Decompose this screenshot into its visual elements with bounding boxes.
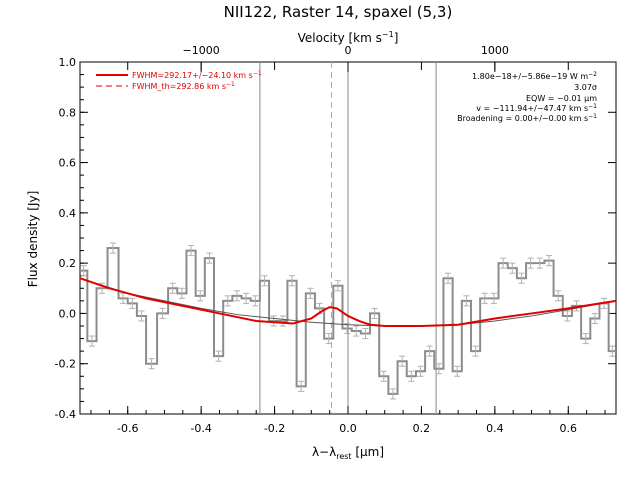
top-axis-label: Velocity [km s−1]	[298, 30, 399, 45]
legend-entry-fwhm: FWHM=292.17+/−24.10 km s−1	[132, 70, 262, 80]
x-tick-label: 0.4	[486, 422, 504, 435]
top-tick-label: 1000	[481, 44, 509, 57]
y-tick-label: 0.2	[59, 257, 77, 270]
top-tick-label: 0	[345, 44, 352, 57]
annotation-velocity: v = −111.94+/−47.47 km s−1	[476, 103, 597, 113]
y-axis-label: Flux density [Jy]	[26, 191, 40, 288]
y-tick-label: 0.6	[59, 157, 77, 170]
annotation-flux: 1.80e−18+/−5.86e−19 W m−2	[472, 71, 597, 81]
top-tick-label: −1000	[183, 44, 220, 57]
legend: FWHM=292.17+/−24.10 km s−1 FWHM_th=292.8…	[96, 70, 262, 91]
x-tick-label: 0.6	[560, 422, 578, 435]
x-tick-label: -0.4	[190, 422, 211, 435]
y-tick-label: 0.8	[59, 106, 77, 119]
x-tick-label: 0.2	[413, 422, 431, 435]
annotation-sigma: 3.07σ	[574, 83, 597, 92]
x-tick-label: -0.6	[117, 422, 138, 435]
annotation-broadening: Broadening = 0.00+/−0.00 km s−1	[457, 113, 597, 123]
y-tick-label: -0.4	[55, 408, 76, 421]
annotations: 1.80e−18+/−5.86e−19 W m−2 3.07σ EQW = −0…	[457, 71, 597, 123]
y-tick-label: 0.4	[59, 207, 77, 220]
x-tick-label: 0.0	[339, 422, 357, 435]
spectrum-step-line	[80, 247, 616, 395]
fit-line	[79, 277, 617, 327]
continuum-line	[79, 277, 617, 327]
annotation-eqw: EQW = −0.01 μm	[526, 94, 597, 103]
legend-entry-fwhm-th: FWHM_th=292.86 km s−1	[132, 81, 235, 91]
x-tick-label: -0.2	[264, 422, 285, 435]
y-tick-label: 0.0	[59, 307, 77, 320]
y-tick-label: -0.2	[55, 358, 76, 371]
x-axis-label: λ−λrest [μm]	[312, 445, 384, 461]
chart-title: NII122, Raster 14, spaxel (5,3)	[224, 3, 453, 21]
y-tick-label: 1.0	[59, 56, 77, 69]
